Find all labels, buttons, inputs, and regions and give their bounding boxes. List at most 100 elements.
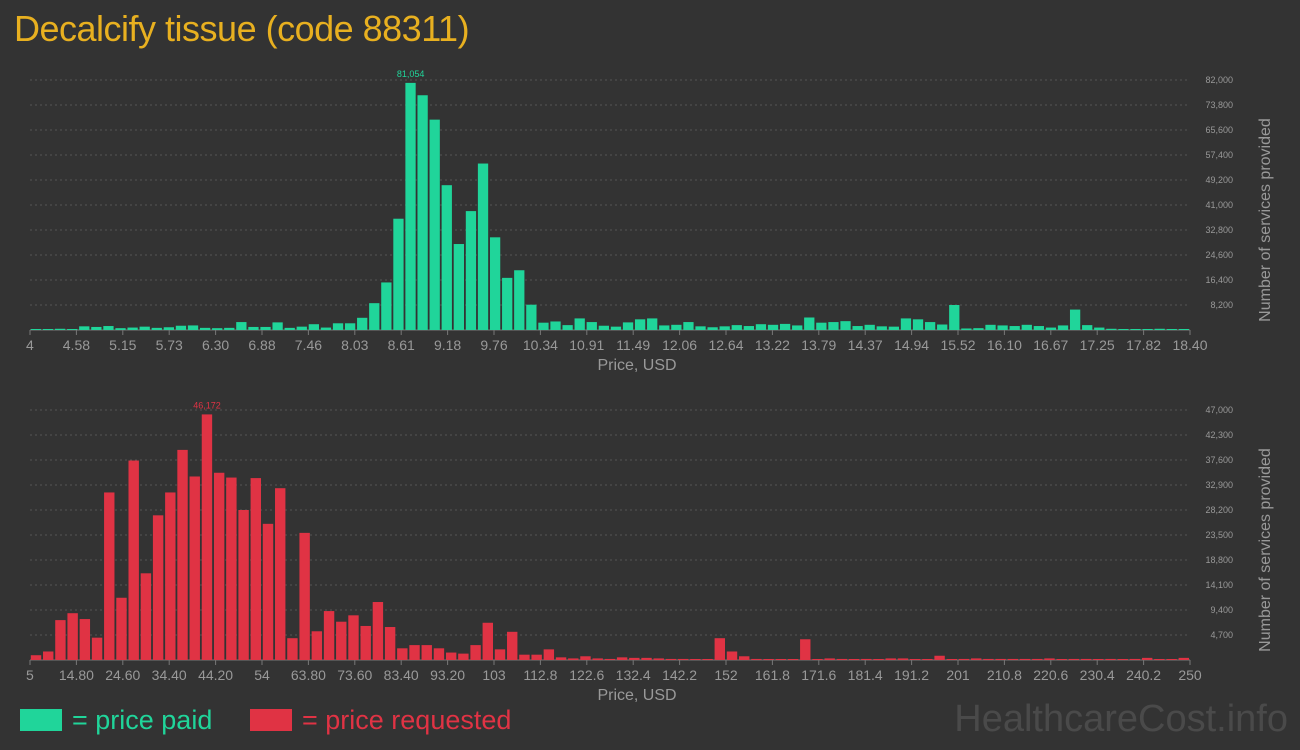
bar [393, 218, 404, 330]
bar [272, 322, 283, 330]
bar [659, 325, 670, 330]
bar [1009, 326, 1020, 330]
bar [1056, 659, 1067, 660]
x-tick-label: 93.20 [430, 667, 465, 683]
x-tick-label: 191.2 [894, 667, 929, 683]
bar [1178, 329, 1189, 330]
bar [384, 627, 396, 660]
x-tick-label: 10.91 [569, 337, 604, 353]
bar [405, 82, 416, 330]
bar [739, 656, 750, 660]
x-tick-label: 112.8 [523, 667, 557, 683]
bar [250, 478, 261, 660]
bar [433, 648, 445, 660]
bar [755, 324, 767, 330]
bar [751, 658, 762, 660]
bar [550, 321, 561, 330]
bar [344, 323, 356, 330]
bar [767, 324, 779, 330]
x-tick-label: 54 [254, 667, 270, 683]
y-tick-label: 41,000 [1205, 200, 1233, 210]
bar [909, 659, 921, 660]
bar [42, 329, 54, 330]
bar [864, 324, 875, 330]
x-axis-title: Price, USD [597, 357, 676, 374]
bar [213, 472, 225, 660]
legend-paid: = price paid [20, 704, 212, 736]
x-tick-label: 181.4 [848, 667, 883, 683]
bar [812, 659, 823, 660]
bar [531, 654, 542, 660]
x-tick-label: 44.20 [198, 667, 233, 683]
bar [787, 659, 799, 660]
bar [441, 185, 452, 330]
x-tick-label: 103 [482, 667, 506, 683]
bar [804, 317, 815, 330]
bar [937, 324, 948, 330]
x-tick-label: 210.8 [987, 667, 1022, 683]
bar [151, 327, 162, 330]
bar [912, 319, 924, 330]
bar [683, 322, 694, 330]
bar [332, 323, 344, 330]
bar [248, 326, 259, 330]
bar [55, 620, 66, 660]
page-title: Decalcify tissue (code 88311) [14, 8, 470, 49]
x-tick-label: 9.18 [434, 337, 461, 353]
bar [714, 638, 725, 660]
bar [116, 597, 127, 660]
bar [641, 657, 652, 660]
bar [502, 277, 513, 330]
x-tick-label: 24.60 [105, 667, 140, 683]
y-tick-label: 32,800 [1205, 225, 1233, 235]
bar [115, 328, 126, 330]
price-paid-chart: 8,200 16,400 24,600 32,800 41,000 49,200 57,40… [26, 69, 1274, 374]
bar [800, 639, 811, 660]
bar [1094, 327, 1105, 330]
bar [199, 327, 211, 330]
x-tick-label: 161.8 [755, 667, 790, 683]
legend-requested-label: = price requested [302, 704, 512, 735]
bar [226, 477, 237, 660]
bar [104, 492, 115, 660]
bar [465, 211, 477, 330]
bar [586, 322, 597, 330]
bar [514, 270, 525, 330]
x-tick-label: 10.34 [523, 337, 558, 353]
x-tick-label: 18.40 [1172, 337, 1207, 353]
bar [91, 326, 102, 330]
bar [949, 305, 960, 330]
bar [543, 649, 555, 660]
y-tick-label: 9,400 [1210, 605, 1233, 615]
bar [30, 655, 42, 660]
y-tick-label: 8,200 [1210, 300, 1233, 310]
bar [238, 510, 249, 660]
x-tick-label: 17.25 [1080, 337, 1115, 353]
bar [1166, 659, 1177, 660]
bar [538, 322, 549, 330]
bar [1093, 659, 1104, 660]
bar [958, 658, 970, 660]
bar [526, 304, 537, 330]
bar [707, 327, 718, 330]
bar [320, 327, 332, 330]
bar [580, 656, 591, 660]
bar [1082, 325, 1093, 330]
bar [139, 326, 150, 330]
bar [690, 659, 701, 660]
bar [763, 659, 774, 660]
bar [665, 658, 677, 660]
peak-value-label: 46,172 [193, 400, 221, 410]
y-tick-label: 23,500 [1205, 530, 1233, 540]
bar [629, 657, 640, 660]
y-tick-label: 18,800 [1205, 555, 1233, 565]
bar [311, 631, 323, 660]
bar [1033, 326, 1044, 330]
bar [409, 645, 420, 660]
bar [1129, 658, 1141, 660]
x-tick-label: 14.94 [894, 337, 929, 353]
bar [1044, 658, 1055, 660]
bar [165, 492, 176, 660]
bar [299, 532, 310, 660]
y-tick-label: 42,300 [1205, 430, 1233, 440]
